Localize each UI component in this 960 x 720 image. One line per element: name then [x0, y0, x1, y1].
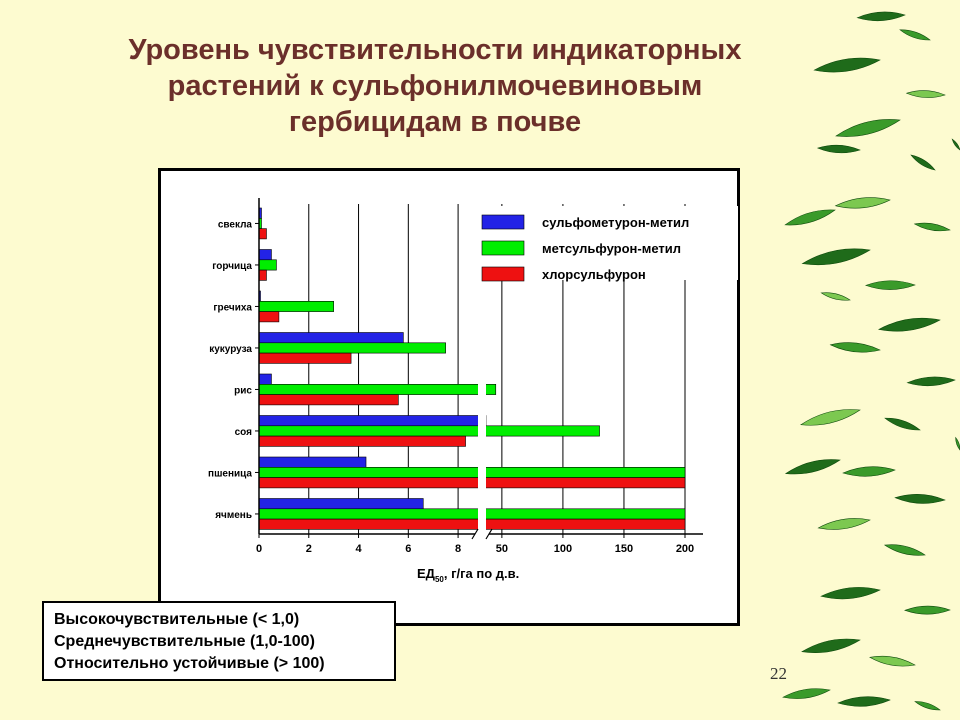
bamboo-leaf [856, 11, 906, 22]
legend-line-medium: Среднечувствительные (1,0-100) [54, 633, 315, 650]
legend-swatch [481, 240, 525, 256]
title-line-2: растений к сульфонилмочевиновым [167, 70, 703, 102]
bar-рис-2 [258, 384, 497, 395]
bar-кукуруза-1 [258, 332, 404, 344]
legend-swatch [481, 266, 525, 282]
x-tick-label: 4 [355, 543, 362, 555]
bar-соя-1 [258, 415, 487, 427]
bamboo-leaf [835, 119, 901, 137]
bar-рис-3 [258, 394, 399, 406]
bamboo-leaf [913, 222, 951, 232]
category-label: пшеница [208, 468, 252, 479]
bamboo-leaf [842, 466, 896, 477]
axis-break-gap [478, 204, 486, 536]
bamboo-leaf [864, 280, 916, 290]
bamboo-leaf [951, 138, 960, 151]
bar-горчица-2 [258, 259, 277, 271]
bar-ячмень-2 [258, 508, 686, 520]
x-tick-label: 0 [256, 543, 262, 555]
category-label: горчица [212, 261, 252, 272]
bamboo-leaf [816, 144, 861, 154]
bamboo-leaf [883, 544, 926, 556]
bar-пшеница-3 [258, 477, 686, 489]
category-label: кукуруза [209, 344, 252, 355]
category-label: ячмень [215, 510, 252, 521]
bamboo-leaf [904, 605, 951, 615]
legend-swatch [481, 214, 525, 230]
bamboo-leaf [884, 417, 921, 431]
bamboo-leaf [899, 29, 931, 41]
bamboo-leaf [782, 688, 831, 699]
bar-кукуруза-2 [258, 342, 446, 354]
x-tick-label: 6 [405, 543, 411, 555]
bamboo-leaf [906, 376, 956, 387]
page-number: 22 [770, 664, 787, 683]
x-axis-title: ЕД50, г/га по д.в. [417, 566, 519, 584]
bar-гречиха-3 [258, 311, 280, 323]
sensitivity-legend-box: Высокочувствительные (< 1,0) Среднечувст… [42, 601, 396, 681]
x-tick-label: 2 [306, 543, 312, 555]
category-label: рис [234, 385, 252, 396]
bar-горчица-1 [258, 249, 272, 261]
x-tick-label: 8 [455, 543, 461, 555]
title-line-3: гербицидам в почве [288, 106, 582, 138]
bar-пшеница-1 [258, 456, 367, 468]
x-tick-label: 200 [676, 543, 694, 555]
bar-пшеница-2 [258, 466, 686, 478]
category-label: гречиха [213, 302, 252, 313]
bamboo-leaf [784, 209, 836, 226]
bamboo-leaf [784, 459, 841, 475]
bar-chart: свекла горчица гречиха кукуруза рис соя пшениц… [208, 198, 738, 584]
bar-гречиха-2 [258, 301, 334, 312]
bamboo-leaf [834, 197, 891, 209]
bar-соя-2 [258, 425, 600, 437]
bamboo-leaf [878, 317, 941, 332]
bamboo-leaf [813, 57, 881, 73]
legend-label: метсульфурон-метил [542, 241, 681, 256]
legend-label: хлорсульфурон [542, 267, 646, 282]
bamboo-leaf [817, 518, 871, 530]
bamboo-leaf [910, 154, 936, 171]
legend-line-resistant: Относительно устойчивые (> 100) [54, 655, 325, 672]
bamboo-leaf [820, 587, 881, 600]
x-tick-label: 150 [615, 543, 633, 555]
bamboo-leaf [801, 248, 871, 266]
bamboo-leaf [869, 655, 916, 667]
bar-ячмень-3 [258, 518, 686, 530]
axis-break-mark [471, 528, 479, 540]
legend-line-high: Высокочувствительные (< 1,0) [54, 611, 300, 628]
slide-title: Уровень чувствительности индикаторных ра… [60, 32, 810, 140]
legend-label: сульфометурон-метил [542, 215, 689, 230]
bar-свекла-3 [258, 228, 267, 240]
bar-ячмень-1 [258, 498, 424, 510]
bar-горчица-3 [258, 269, 267, 281]
bamboo-leaf [905, 90, 946, 98]
bar-рис-1 [258, 373, 272, 385]
bamboo-leaf [894, 494, 946, 504]
x-tick-label: 50 [496, 543, 508, 555]
bar-кукуруза-3 [258, 352, 352, 364]
bamboo-leaf [837, 696, 891, 707]
bamboo-leaf [955, 436, 960, 451]
axis-break-mark [485, 528, 493, 540]
bamboo-leaf [800, 409, 861, 426]
title-line-1: Уровень чувствительности индикаторных [128, 34, 742, 66]
category-label: свекла [218, 219, 253, 230]
bamboo-leaf [829, 342, 881, 353]
x-tick-label: 100 [554, 543, 572, 555]
bamboo-leaf [801, 638, 861, 653]
category-label: соя [235, 427, 253, 438]
bamboo-leaf [914, 701, 941, 711]
bar-соя-3 [258, 435, 466, 447]
bamboo-leaf [820, 292, 851, 301]
